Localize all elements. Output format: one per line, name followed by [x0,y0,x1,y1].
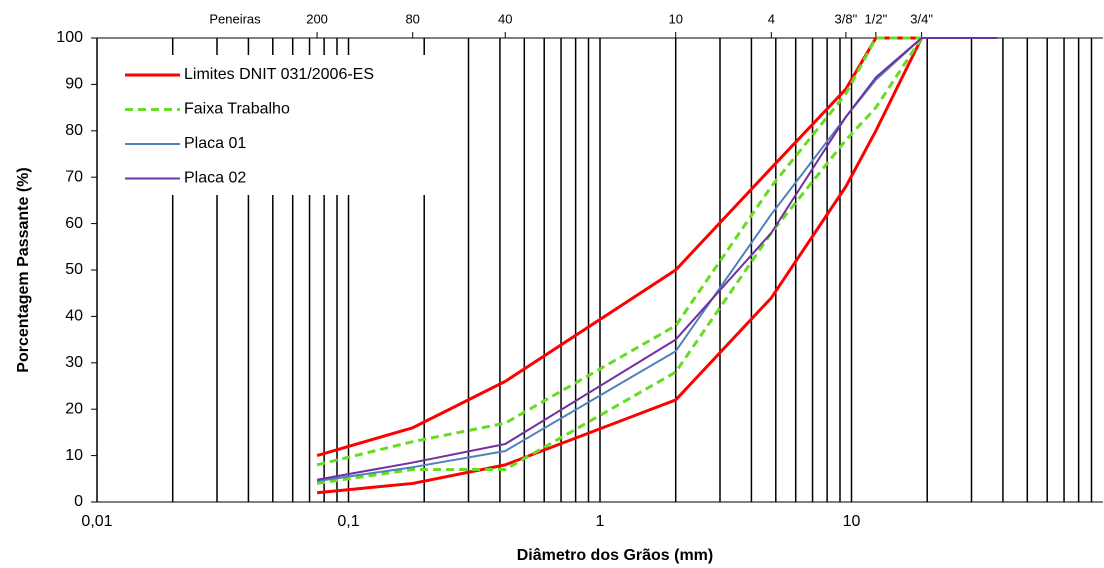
series-line [316,37,923,485]
top-tick-label: 3/4" [910,11,933,26]
y-tick-label: 100 [56,29,83,46]
legend-label: Faixa Trabalho [184,101,290,118]
y-tick-label: 50 [65,261,83,278]
x-tick-label: 0,1 [337,513,359,530]
top-tick-label: 40 [498,11,512,26]
top-tick-label: 1/2" [865,11,888,26]
y-tick-label: 40 [65,308,83,325]
top-tick-label: 3/8" [835,11,858,26]
legend-label: Placa 01 [184,135,246,152]
y-tick-label: 10 [65,447,83,464]
y-tick-label: 0 [74,493,83,510]
y-tick-label: 30 [65,354,83,371]
x-tick-label: 0,01 [81,513,112,530]
legend-box [112,55,432,195]
y-axis-title: Porcentagem Passante (%) [15,167,32,372]
top-axis-title: Peneiras [209,11,261,26]
legend-label: Placa 02 [184,170,246,187]
y-tick-label: 70 [65,168,83,185]
top-tick-label: 200 [306,11,328,26]
x-tick-label: 10 [843,513,861,530]
series-line [316,37,923,495]
top-tick-label: 4 [768,11,775,26]
top-tick-label: 10 [668,11,682,26]
series-line [316,37,998,481]
y-tick-label: 90 [65,76,83,93]
y-tick-label: 80 [65,122,83,139]
x-tick-label: 1 [596,513,605,530]
y-tick-label: 20 [65,400,83,417]
legend-label: Limites DNIT 031/2006-ES [184,66,374,83]
series-line [316,36,922,467]
top-tick-label: 80 [405,11,419,26]
y-tick-label: 60 [65,215,83,232]
x-axis-title: Diâmetro dos Grãos (mm) [517,547,713,564]
